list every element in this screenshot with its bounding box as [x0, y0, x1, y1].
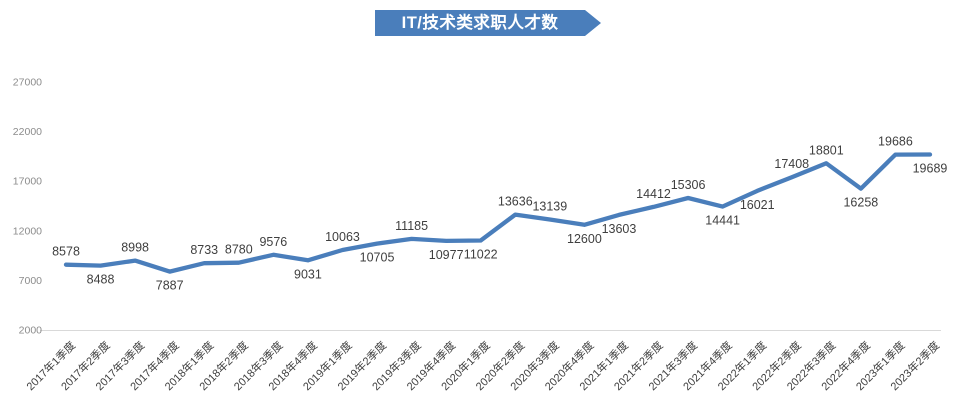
data-point-label: 16021	[740, 198, 775, 212]
data-point-label: 8998	[121, 241, 149, 255]
y-axis-tick-label: 2000	[19, 325, 43, 337]
data-point-label: 13636	[498, 195, 533, 209]
y-axis-tick-label: 27000	[13, 77, 42, 89]
data-point-label: 8780	[225, 243, 253, 257]
y-axis-tick-label: 12000	[13, 225, 42, 237]
data-point-label: 14412	[636, 187, 671, 201]
data-point-label: 12600	[567, 232, 602, 246]
data-point-label: 10063	[325, 230, 360, 244]
data-point-label: 8733	[190, 243, 218, 257]
data-point-label: 10977	[429, 248, 464, 262]
chart-title-banner: IT/技术类求职人才数	[375, 10, 601, 36]
data-point-label: 8488	[87, 273, 115, 287]
trend-line	[63, 152, 933, 274]
data-point-label: 15306	[671, 178, 706, 192]
data-point-label: 16258	[843, 196, 878, 210]
data-point-label: 10705	[360, 251, 395, 265]
data-point-label: 17408	[774, 157, 809, 171]
data-point-label: 8578	[52, 245, 80, 259]
data-point-label: 13139	[532, 200, 567, 214]
data-point-label: 9576	[259, 235, 287, 249]
y-axis-tick-label: 22000	[13, 126, 42, 138]
data-point-label: 9031	[294, 267, 322, 281]
data-point-label: 19686	[878, 135, 913, 149]
data-point-label: 7887	[156, 279, 184, 293]
data-point-label: 19689	[913, 162, 948, 176]
data-point-label: 11185	[395, 219, 428, 233]
y-axis-tick-label: 7000	[19, 275, 43, 287]
chart-title: IT/技术类求职人才数	[401, 14, 559, 32]
data-point-label: 13603	[602, 222, 637, 236]
data-point-label: 14441	[705, 214, 740, 228]
y-axis-tick-label: 17000	[13, 176, 42, 188]
data-point-label: 11022	[464, 248, 498, 262]
data-point-label: 18801	[809, 143, 844, 157]
